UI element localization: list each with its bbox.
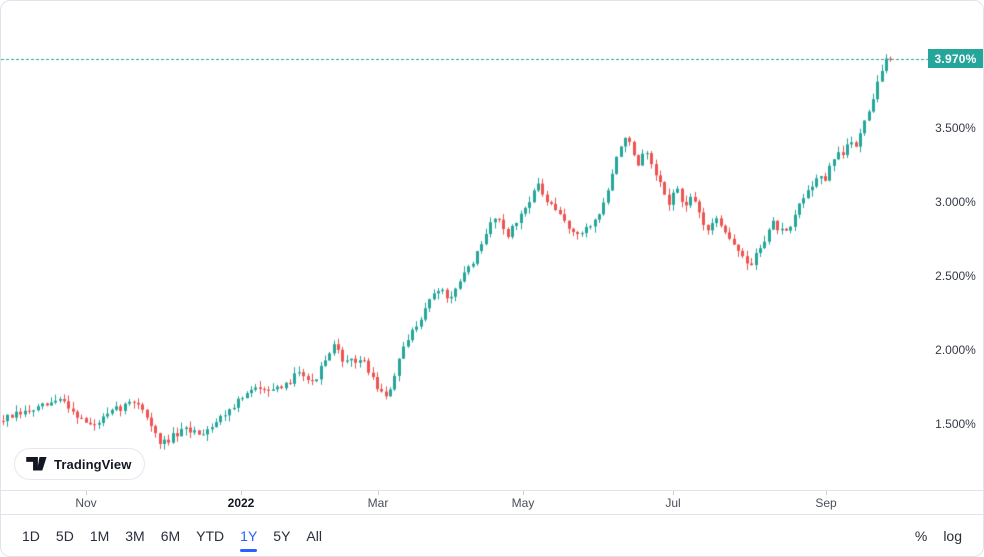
log-scale-button[interactable]: log [943,527,962,544]
price-axis-label: 2.000% [935,343,976,358]
time-axis-tickmark [378,491,379,495]
time-axis-tickmark [241,491,242,495]
range-button-1d[interactable]: 1D [22,527,40,544]
time-axis-label: Jul [665,496,681,510]
time-axis-tickmark [523,491,524,495]
range-button-5y[interactable]: 5Y [273,527,291,544]
range-button-3m[interactable]: 3M [125,527,145,544]
bottom-toolbar: 1D 5D 1M 3M 6M YTD 1Y 5Y All % log [1,514,983,556]
range-button-1m[interactable]: 1M [89,527,110,544]
chart-pane[interactable] [1,1,930,490]
range-button-5d[interactable]: 5D [55,527,74,544]
percent-scale-button[interactable]: % [914,527,928,544]
price-axis-label: 2.500% [935,269,976,284]
time-axis-label: 2022 [227,496,255,510]
range-button-1y[interactable]: 1Y [240,527,258,552]
range-button-all[interactable]: All [306,527,322,544]
candlestick-chart-canvas[interactable] [1,1,929,490]
time-axis-label: Sep [815,496,837,510]
time-axis-tickmark [673,491,674,495]
time-axis-tickmark [86,491,87,495]
price-axis[interactable]: 3.970% 3.500% 3.000% 2.500% 2.000% 1.500% [928,1,983,490]
range-button-ytd[interactable]: YTD [196,527,225,544]
last-price-badge: 3.970% [928,49,983,69]
time-axis-label: Nov [75,496,97,510]
range-button-6m[interactable]: 6M [160,527,181,544]
time-axis[interactable]: Nov 2022 Mar May Jul Sep [1,490,983,515]
price-axis-label: 3.500% [935,121,976,136]
time-axis-tickmark [826,491,827,495]
time-axis-label: May [511,496,535,510]
scale-buttons: % log [915,527,962,545]
date-range-buttons: 1D 5D 1M 3M 6M YTD 1Y 5Y All [22,527,322,552]
tradingview-logo-icon [26,457,47,471]
tradingview-logo-text: TradingView [54,456,132,472]
tradingview-attribution-link[interactable]: TradingView [14,448,146,480]
price-axis-label: 1.500% [935,417,976,431]
time-axis-label: Mar [367,496,389,510]
price-axis-label: 3.000% [935,195,976,210]
